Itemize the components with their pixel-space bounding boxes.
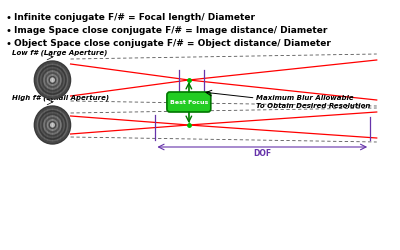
- Circle shape: [49, 122, 56, 128]
- Text: DOF: DOF: [253, 149, 271, 158]
- Circle shape: [51, 123, 54, 127]
- FancyBboxPatch shape: [167, 92, 211, 112]
- Circle shape: [51, 78, 54, 82]
- Text: Low f# (Large Aperture): Low f# (Large Aperture): [12, 50, 108, 56]
- Circle shape: [38, 109, 68, 141]
- Text: Image Space close conjugate F/# = Image distance/ Diameter: Image Space close conjugate F/# = Image …: [14, 26, 328, 35]
- Circle shape: [47, 75, 58, 85]
- Circle shape: [36, 108, 69, 142]
- Circle shape: [44, 71, 61, 89]
- Circle shape: [34, 61, 70, 99]
- Text: Infinite conjugate F/# = Focal length/ Diameter: Infinite conjugate F/# = Focal length/ D…: [14, 13, 255, 22]
- Circle shape: [44, 116, 61, 134]
- Text: •: •: [6, 39, 12, 49]
- Text: Maximum Blur Allowable
To Obtain Desired Resolution: Maximum Blur Allowable To Obtain Desired…: [256, 95, 370, 109]
- Circle shape: [38, 64, 68, 96]
- Circle shape: [42, 114, 63, 136]
- Circle shape: [39, 111, 66, 139]
- Circle shape: [36, 62, 69, 98]
- Circle shape: [40, 68, 64, 92]
- Circle shape: [39, 66, 66, 94]
- Circle shape: [49, 76, 56, 84]
- Text: High f# (Small Aperture): High f# (Small Aperture): [12, 94, 109, 101]
- Circle shape: [47, 120, 58, 130]
- Text: Object Space close conjugate F/# = Object distance/ Diameter: Object Space close conjugate F/# = Objec…: [14, 39, 331, 48]
- Circle shape: [42, 69, 63, 91]
- Circle shape: [46, 118, 59, 132]
- Text: L: L: [51, 53, 54, 58]
- Circle shape: [40, 112, 64, 138]
- Circle shape: [46, 73, 59, 87]
- Text: •: •: [6, 13, 12, 23]
- Text: DOF: DOF: [184, 101, 199, 106]
- Circle shape: [34, 106, 70, 144]
- Text: L: L: [51, 98, 54, 103]
- Text: Best Focus: Best Focus: [170, 100, 208, 104]
- Text: •: •: [6, 26, 12, 36]
